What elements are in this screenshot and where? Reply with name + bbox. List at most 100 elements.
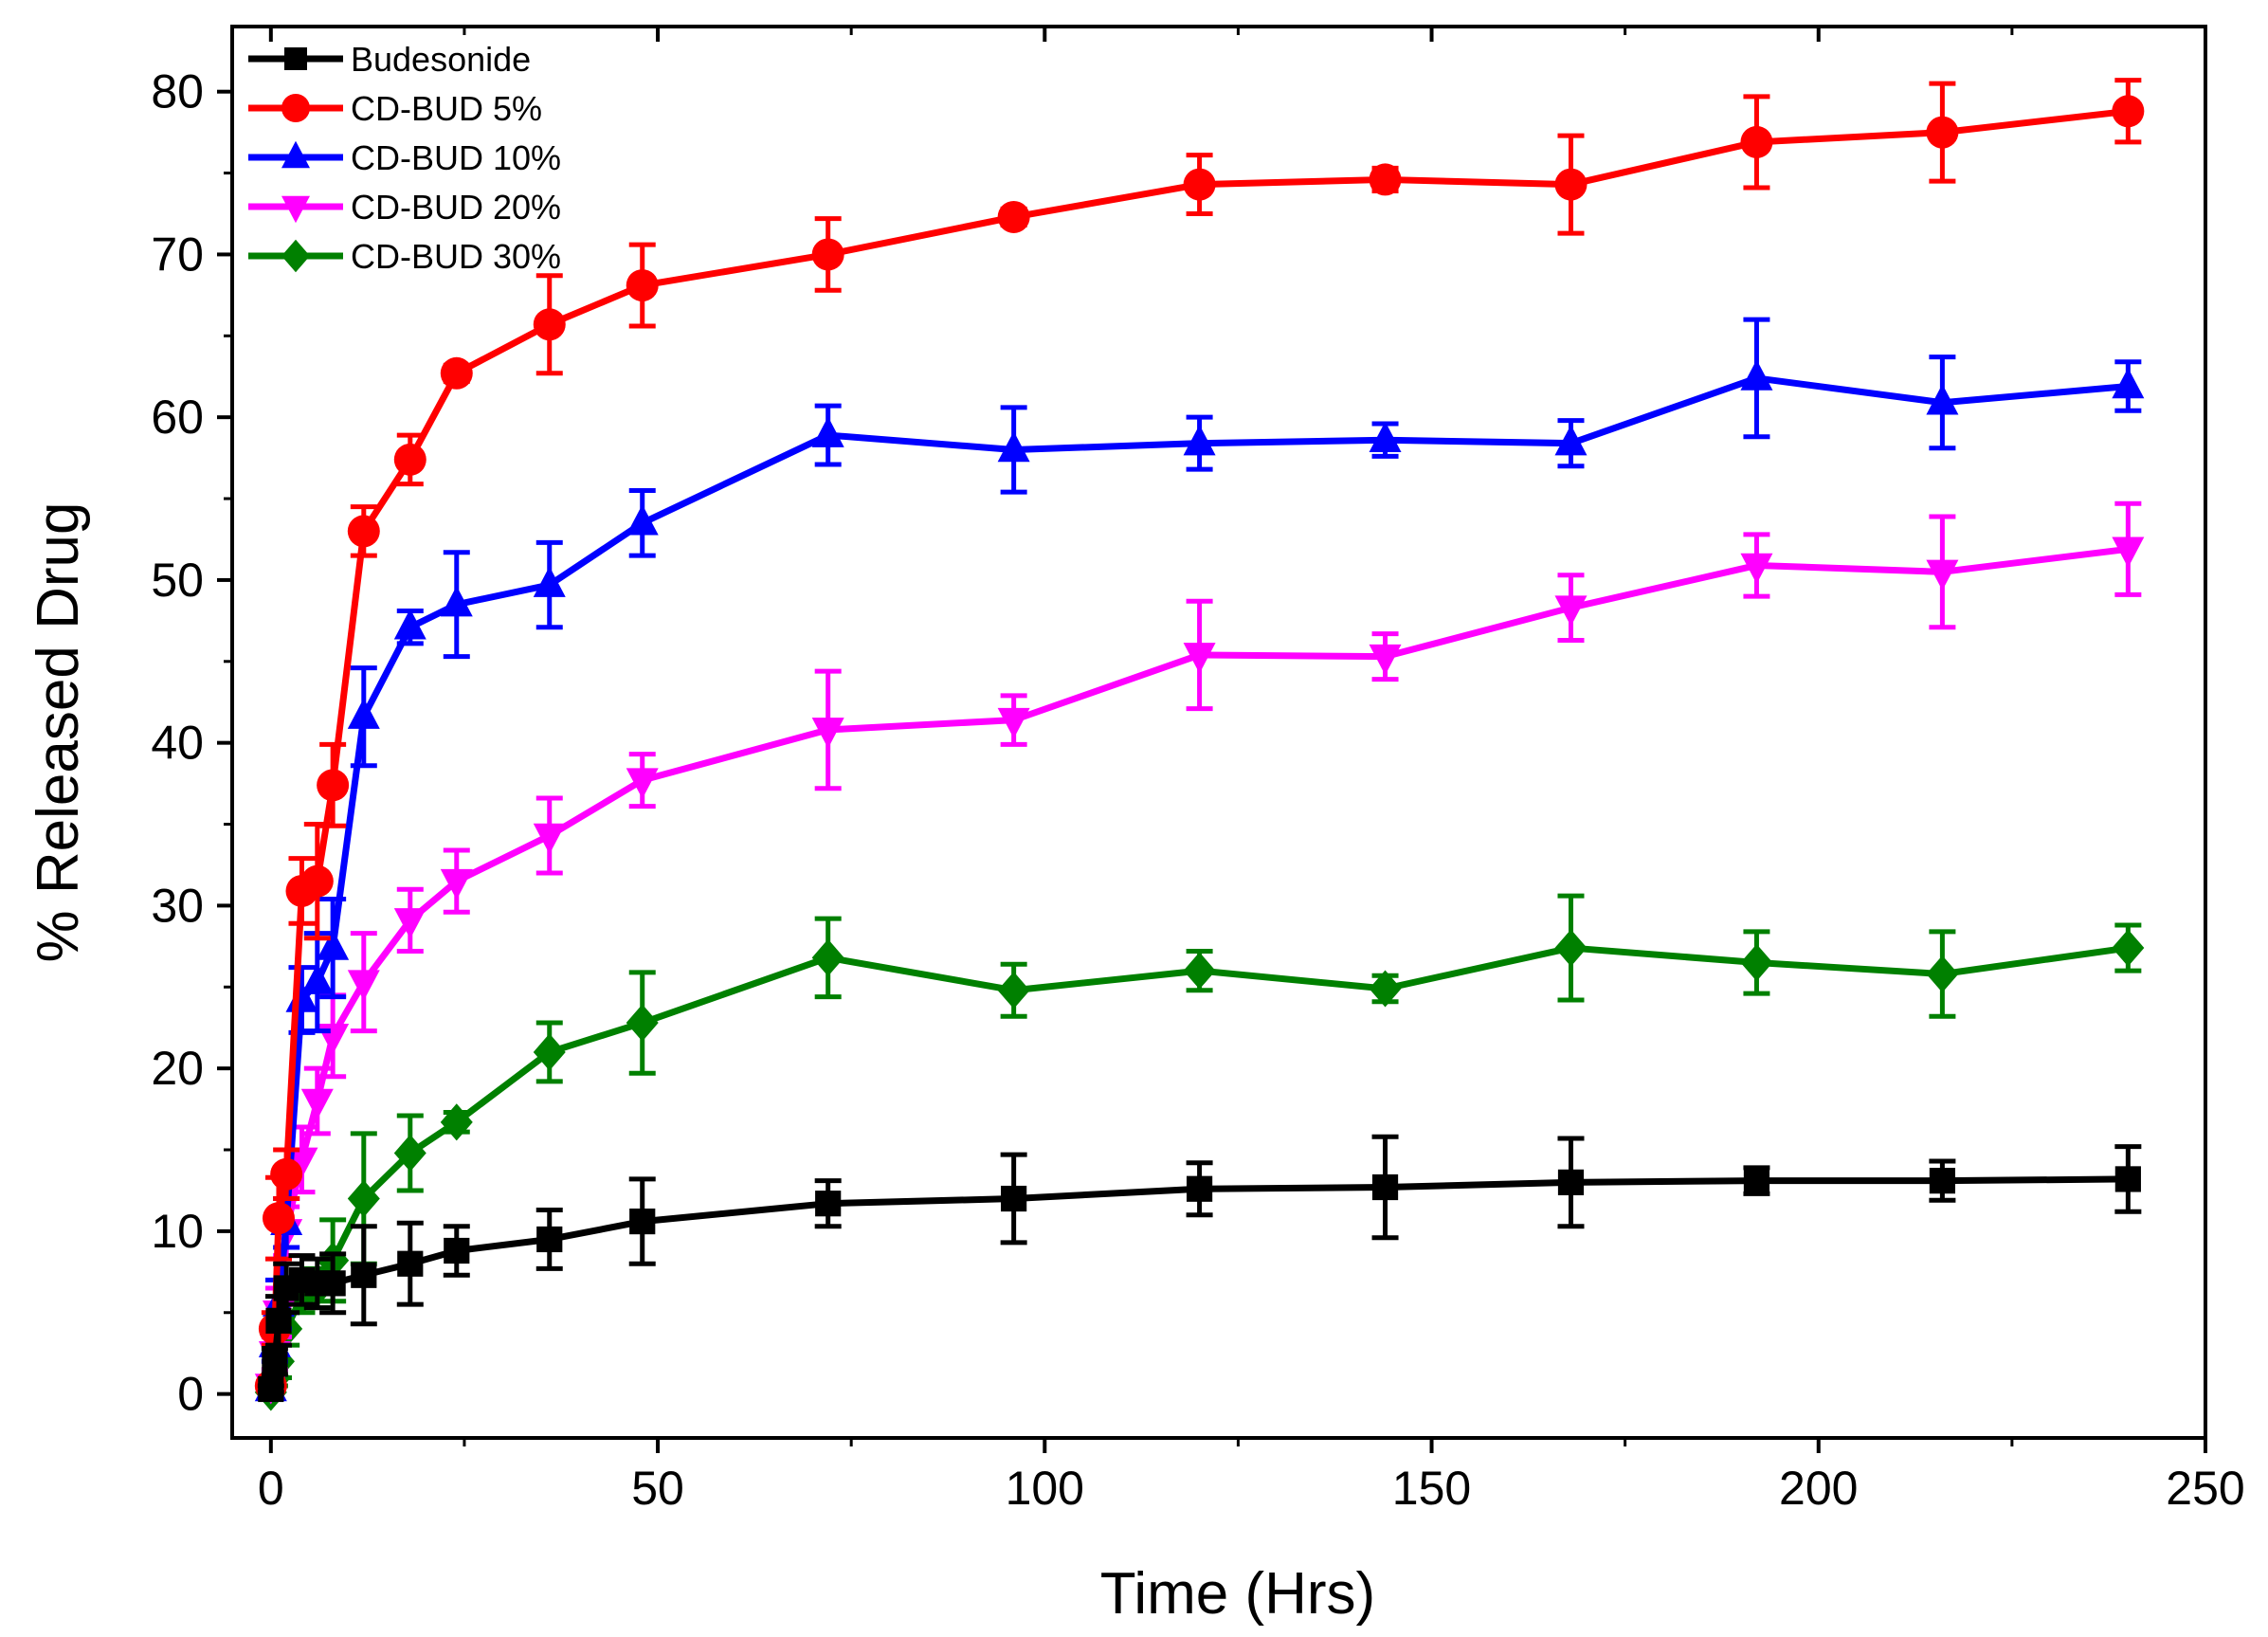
data-point bbox=[440, 1103, 473, 1141]
y-tick-label: 80 bbox=[151, 65, 204, 118]
data-point bbox=[300, 1088, 334, 1120]
data-point bbox=[997, 430, 1030, 463]
data-point bbox=[811, 718, 844, 749]
data-point bbox=[440, 868, 473, 900]
series-cd-bud-30- bbox=[254, 893, 2145, 1411]
data-point bbox=[2112, 537, 2145, 568]
data-point bbox=[1183, 425, 1216, 456]
data-point bbox=[1369, 644, 1402, 676]
x-tick-label: 0 bbox=[258, 1462, 284, 1515]
legend-item: CD-BUD 5% bbox=[248, 89, 542, 128]
data-point bbox=[1926, 955, 1959, 993]
data-point bbox=[300, 963, 334, 994]
data-point bbox=[1371, 1173, 1399, 1201]
data-point bbox=[393, 1134, 426, 1173]
y-tick-label: 10 bbox=[151, 1205, 204, 1258]
data-point bbox=[997, 707, 1030, 739]
x-tick-label: 150 bbox=[1392, 1462, 1471, 1515]
data-point bbox=[347, 698, 380, 729]
legend-label: CD-BUD 30% bbox=[351, 237, 561, 276]
x-tick-label: 250 bbox=[2166, 1462, 2244, 1515]
data-point bbox=[1554, 595, 1588, 627]
data-point bbox=[319, 1270, 346, 1297]
data-point bbox=[815, 1191, 842, 1217]
y-axis: 0 10 20 30 40 50 60 70 80 bbox=[151, 65, 232, 1421]
data-point bbox=[2114, 1166, 2141, 1192]
data-point bbox=[1369, 163, 1402, 196]
data-point bbox=[1554, 425, 1588, 456]
x-axis-title: Time (Hrs) bbox=[1100, 1561, 1375, 1627]
series-budesonide bbox=[257, 1134, 2142, 1403]
legend-label: CD-BUD 20% bbox=[351, 188, 561, 227]
x-tick-label: 100 bbox=[1006, 1462, 1084, 1515]
y-axis-title: % Released Drug bbox=[26, 502, 91, 963]
data-point bbox=[351, 1262, 377, 1288]
data-point bbox=[1369, 970, 1402, 1008]
data-point bbox=[2112, 929, 2145, 967]
legend-item: Budesonide bbox=[248, 40, 531, 79]
data-point bbox=[629, 1208, 656, 1235]
data-point bbox=[2112, 367, 2145, 399]
y-tick-label: 50 bbox=[151, 554, 204, 607]
data-point bbox=[1554, 168, 1588, 201]
data-point bbox=[1929, 1168, 1955, 1194]
legend-swatch-marker bbox=[281, 94, 310, 122]
data-point bbox=[444, 1237, 470, 1264]
data-point bbox=[533, 1033, 566, 1071]
x-axis: 0 50 100 150 200 250 bbox=[258, 27, 2245, 1515]
data-point bbox=[270, 1157, 303, 1191]
legend-label: CD-BUD 10% bbox=[351, 138, 561, 177]
data-point bbox=[1926, 559, 1959, 591]
data-point bbox=[1186, 1175, 1213, 1202]
legend-label: CD-BUD 5% bbox=[351, 89, 542, 128]
data-point bbox=[317, 929, 350, 960]
data-point bbox=[626, 1004, 659, 1042]
data-point bbox=[265, 1307, 292, 1334]
data-point bbox=[347, 970, 380, 1001]
data-point bbox=[997, 972, 1030, 1009]
data-point bbox=[262, 1202, 295, 1235]
legend-swatch-marker bbox=[281, 195, 310, 224]
data-point bbox=[626, 269, 659, 302]
y-tick-label: 0 bbox=[177, 1368, 204, 1421]
data-point bbox=[811, 238, 844, 271]
data-point bbox=[258, 1375, 284, 1403]
data-point bbox=[347, 515, 380, 548]
data-point bbox=[2112, 95, 2145, 128]
data-point bbox=[1557, 1169, 1585, 1195]
series-cd-bud-5- bbox=[254, 78, 2145, 1403]
x-tick-label: 50 bbox=[631, 1462, 684, 1515]
plot-border bbox=[230, 25, 2207, 1440]
data-point bbox=[317, 769, 350, 802]
series-layer bbox=[254, 78, 2145, 1411]
data-point bbox=[536, 1226, 563, 1253]
data-point bbox=[1183, 643, 1216, 674]
data-point bbox=[1183, 168, 1216, 201]
data-point bbox=[1743, 1168, 1770, 1194]
legend-label: Budesonide bbox=[351, 40, 531, 79]
data-point bbox=[440, 586, 473, 617]
data-point bbox=[1740, 943, 1773, 982]
y-tick-label: 60 bbox=[151, 391, 204, 444]
x-tick-label: 200 bbox=[1779, 1462, 1858, 1515]
plot-frame bbox=[230, 25, 2207, 1440]
data-point bbox=[533, 823, 566, 855]
data-point bbox=[1926, 384, 1959, 415]
legend-item: CD-BUD 20% bbox=[248, 188, 561, 227]
data-point bbox=[626, 768, 659, 799]
data-point bbox=[997, 200, 1030, 233]
data-point bbox=[1554, 929, 1588, 967]
data-point bbox=[1369, 421, 1402, 452]
data-point bbox=[397, 1250, 424, 1277]
data-point bbox=[393, 443, 426, 476]
data-point bbox=[811, 938, 844, 976]
data-point bbox=[626, 504, 659, 536]
legend-swatch-marker bbox=[284, 47, 307, 70]
legend: Budesonide CD-BUD 5% CD-BUD 10% CD-BUD 20% C… bbox=[248, 40, 561, 276]
data-point bbox=[1183, 952, 1216, 990]
data-point bbox=[1001, 1185, 1027, 1212]
legend-swatch-marker bbox=[281, 140, 310, 169]
data-point bbox=[533, 308, 566, 341]
data-point bbox=[533, 566, 566, 597]
